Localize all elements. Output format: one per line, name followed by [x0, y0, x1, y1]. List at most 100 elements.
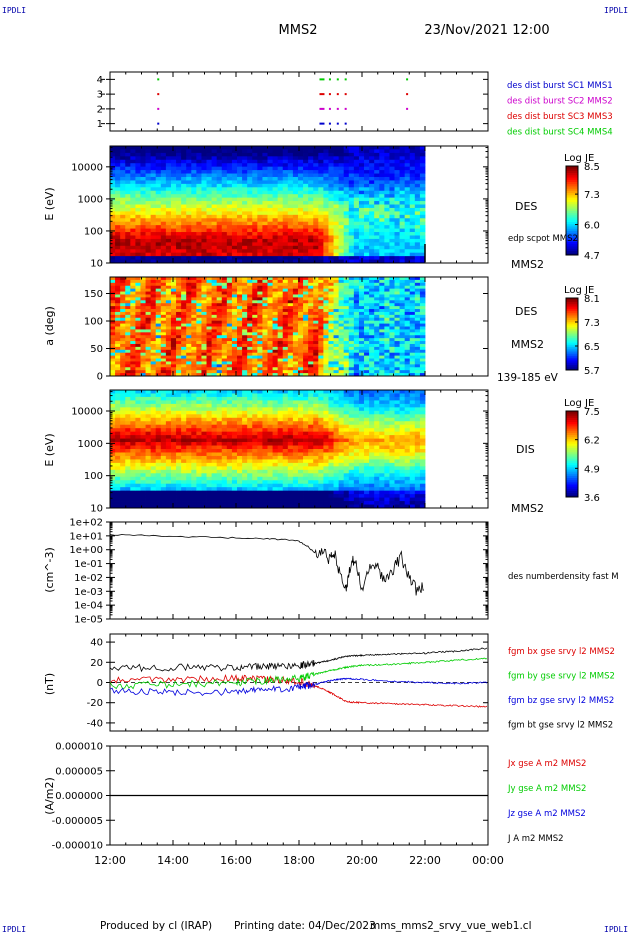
heatmap-cell — [338, 259, 345, 264]
heatmap-cell — [135, 469, 141, 474]
heatmap-cell — [379, 288, 385, 292]
heatmap-cell — [364, 183, 370, 188]
heatmap-cell — [110, 421, 116, 426]
heatmap-cell — [130, 297, 136, 301]
heatmap-cell — [323, 235, 329, 240]
heatmap-cell — [399, 249, 406, 254]
heatmap-cell — [226, 235, 233, 240]
heatmap-cell — [409, 194, 416, 199]
heatmap-cell — [140, 466, 146, 471]
heatmap-cell — [226, 332, 233, 336]
heatmap-cell — [338, 156, 345, 161]
heatmap-cell — [160, 449, 167, 453]
heatmap-cell — [358, 294, 365, 298]
heatmap-cell — [231, 306, 238, 310]
heatmap-cell — [226, 211, 233, 216]
heatmap-cell — [155, 370, 162, 374]
heatmap-cell — [282, 159, 289, 164]
heatmap-cell — [404, 285, 411, 290]
heatmap-cell — [130, 232, 136, 236]
heatmap-cell — [292, 335, 299, 339]
heatmap-cell — [303, 317, 309, 322]
heatmap-cell — [369, 201, 375, 205]
heatmap-cell — [145, 352, 152, 357]
heatmap-cell — [181, 197, 187, 202]
heatmap-cell — [338, 194, 345, 199]
heatmap-cell — [262, 311, 268, 316]
heatmap-cell — [394, 183, 400, 188]
heatmap-cell — [404, 235, 411, 240]
heatmap-cell — [262, 197, 268, 202]
heatmap-cell — [115, 245, 121, 250]
heatmap-cell — [419, 303, 426, 307]
heatmap-cell — [226, 225, 233, 229]
heatmap-cell — [409, 166, 416, 171]
pitch-angle-colorbar-band — [566, 314, 578, 317]
heatmap-cell — [130, 180, 136, 185]
heatmap-cell — [343, 211, 350, 216]
heatmap-cell — [282, 156, 289, 161]
heatmap-cell — [110, 152, 116, 157]
heatmap-cell — [313, 277, 319, 281]
heatmap-cell — [282, 314, 289, 319]
heatmap-cell — [262, 282, 268, 287]
heatmap-cell — [135, 466, 141, 471]
heatmap-cell — [115, 352, 121, 357]
heatmap-cell — [237, 282, 243, 287]
heatmap-cell — [292, 329, 299, 333]
heatmap-cell — [414, 218, 421, 223]
heatmap-cell — [247, 300, 253, 304]
mission-title: MMS2 — [279, 23, 318, 38]
heatmap-cell — [277, 335, 284, 339]
heatmap-cell — [379, 326, 385, 330]
heatmap-cell — [170, 187, 177, 192]
heatmap-cell — [308, 190, 314, 195]
heatmap-cell — [231, 214, 238, 219]
heatmap-cell — [287, 235, 294, 240]
heatmap-cell — [125, 306, 131, 310]
des-energy-colorbar-band — [566, 217, 578, 220]
heatmap-cell — [313, 355, 319, 359]
heatmap-cell — [353, 235, 360, 240]
heatmap-cell — [140, 329, 146, 333]
heatmap-cell — [130, 309, 136, 313]
heatmap-cell — [110, 497, 116, 502]
heatmap-cell — [150, 252, 157, 257]
heatmap-cell — [374, 297, 380, 301]
heatmap-cell — [130, 428, 136, 433]
heatmap-cell — [165, 207, 172, 212]
heatmap-cell — [191, 252, 197, 257]
heatmap-cell — [313, 338, 319, 342]
heatmap-cell — [328, 346, 334, 351]
heatmap-cell — [130, 163, 136, 168]
heatmap-cell — [191, 235, 197, 240]
heatmap-cell — [292, 146, 299, 150]
heatmap-cell — [242, 370, 248, 374]
heatmap-cell — [191, 149, 197, 154]
heatmap-cell — [364, 343, 370, 348]
heatmap-cell — [201, 473, 207, 478]
heatmap-cell — [277, 352, 284, 357]
heatmap-cell — [262, 228, 268, 233]
heatmap-cell — [328, 314, 334, 319]
heatmap-cell — [409, 352, 416, 357]
heatmap-cell — [211, 410, 218, 415]
heatmap-cell — [221, 370, 228, 374]
heatmap-cell — [272, 207, 279, 212]
heatmap-cell — [358, 346, 365, 351]
heatmap-cell — [348, 149, 355, 154]
heatmap-cell — [191, 288, 197, 292]
heatmap-cell — [140, 361, 146, 365]
heatmap-cell — [206, 176, 213, 181]
heatmap-cell — [374, 180, 380, 185]
heatmap-cell — [343, 163, 350, 168]
heatmap-cell — [186, 256, 192, 260]
heatmap-cell — [328, 282, 334, 287]
heatmap-cell — [247, 238, 253, 243]
heatmap-cell — [374, 221, 380, 226]
heatmap-cell — [160, 314, 167, 319]
heatmap-cell — [231, 332, 238, 336]
heatmap-cell — [399, 326, 406, 330]
heatmap-cell — [211, 238, 218, 243]
heatmap-cell — [160, 400, 167, 405]
